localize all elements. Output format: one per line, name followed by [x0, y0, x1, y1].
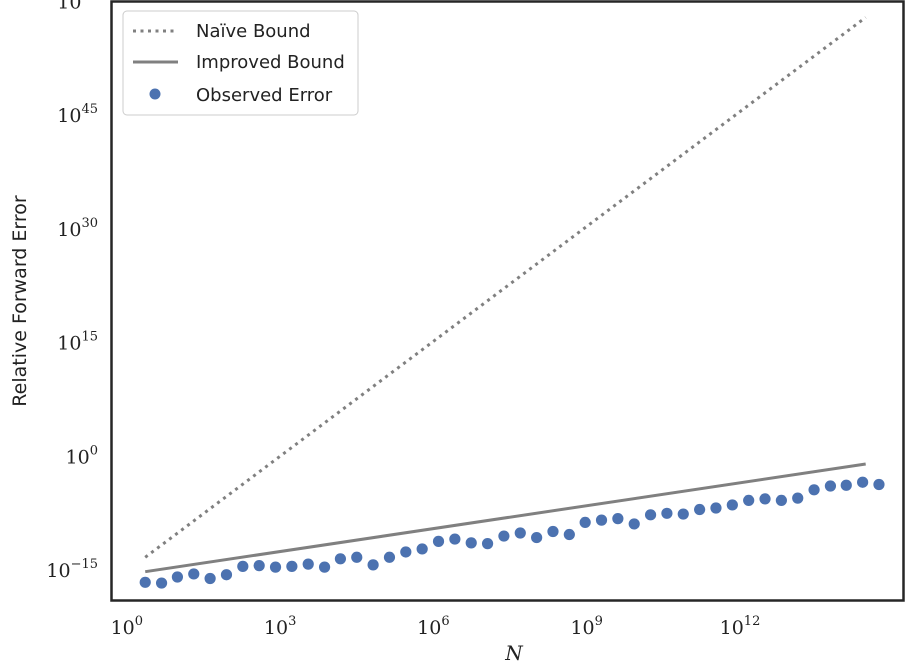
y-tick-label: 1030: [57, 216, 98, 241]
data-point-observed-error: [220, 569, 233, 581]
y-tick-label: 1045: [57, 102, 98, 127]
data-point-observed-error: [612, 513, 624, 525]
data-point-observed-error: [367, 559, 379, 571]
data-point-observed-error: [286, 560, 298, 572]
data-point-observed-error: [644, 509, 657, 521]
x-axis-title: N: [504, 641, 524, 665]
x-tick-label: 100: [111, 614, 143, 639]
y-axis-title: Relative Forward Error: [9, 195, 31, 407]
data-point-observed-error: [808, 484, 820, 496]
data-point-observed-error: [449, 533, 461, 545]
data-point-observed-error: [465, 537, 477, 549]
data-point-observed-error: [400, 546, 412, 558]
data-point-observed-error: [416, 543, 428, 555]
data-point-observed-error: [710, 502, 722, 514]
y-tick-label: 100: [66, 443, 98, 468]
data-point-observed-error: [334, 553, 347, 565]
data-point-observed-error: [351, 551, 363, 563]
data-point-observed-error: [677, 508, 689, 520]
legend-box: [122, 10, 359, 116]
legend: Naïve Bound Improved Bound Observed Erro…: [122, 10, 359, 116]
tick-labels: 100 103 106 109 1012 1060 1045 1030 1015 100 10−15: [46, 0, 760, 639]
x-tick-label: 1012: [720, 614, 761, 639]
data-point-observed-error: [694, 503, 706, 516]
data-point-observed-error: [269, 561, 282, 573]
data-point-observed-error: [628, 518, 640, 530]
data-point-observed-error: [253, 560, 265, 572]
x-tick-label: 106: [417, 614, 449, 639]
data-point-observed-error: [171, 571, 184, 583]
data-point-observed-error: [237, 560, 249, 572]
data-point-observed-error: [792, 492, 804, 504]
data-point-observed-error: [139, 576, 151, 588]
data-point-observed-error: [498, 530, 510, 542]
data-point-observed-error: [481, 538, 494, 550]
y-tick-label: 1060: [57, 0, 98, 14]
x-tick-label: 103: [264, 614, 296, 639]
legend-label-improved-bound: Improved Bound: [196, 52, 345, 73]
plot-area: [139, 16, 885, 589]
data-point-observed-error: [383, 551, 396, 563]
series-line-na-ve-bound: [144, 16, 867, 559]
data-point-observed-error: [302, 558, 314, 570]
y-tick-label: 1015: [57, 330, 98, 355]
data-point-observed-error: [775, 494, 787, 507]
x-tick-label: 109: [570, 614, 602, 639]
series-line-improved-bound: [144, 462, 866, 574]
data-point-observed-error: [759, 493, 771, 505]
data-point-observed-error: [432, 535, 445, 547]
data-point-observed-error: [873, 478, 885, 491]
data-point-observed-error: [204, 572, 216, 585]
data-point-observed-error: [563, 528, 575, 541]
data-point-observed-error: [840, 479, 852, 491]
plot-frame: [110, 0, 905, 602]
data-point-observed-error: [531, 531, 543, 544]
data-point-observed-error: [155, 577, 168, 589]
data-point-observed-error: [318, 561, 331, 573]
data-point-observed-error: [595, 514, 608, 526]
data-point-observed-error: [514, 527, 526, 539]
data-point-observed-error: [726, 499, 738, 511]
data-point-observed-error: [743, 494, 755, 507]
data-point-observed-error: [824, 480, 837, 492]
legend-label-observed-error: Observed Error: [196, 85, 333, 106]
legend-swatch-observed-error: [149, 88, 161, 100]
legend-label-naive-bound: Naïve Bound: [196, 21, 311, 42]
data-point-observed-error: [661, 507, 673, 519]
data-point-observed-error: [857, 476, 869, 488]
data-point-observed-error: [188, 568, 200, 580]
y-tick-label: 10−15: [46, 557, 98, 582]
data-point-observed-error: [547, 525, 559, 538]
data-point-observed-error: [579, 516, 591, 529]
